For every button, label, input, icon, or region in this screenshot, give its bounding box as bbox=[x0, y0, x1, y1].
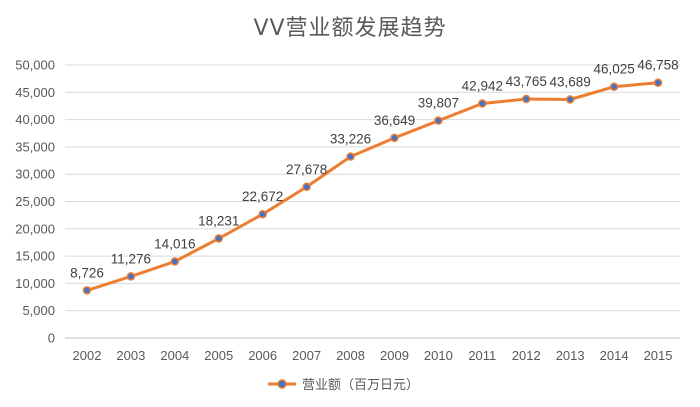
data-point bbox=[653, 78, 663, 87]
x-tick-label: 2012 bbox=[512, 348, 541, 363]
y-axis: 0 5,000 10,000 15,000 20,000 25,000 30,000 35,0… bbox=[15, 58, 55, 346]
x-tick-label: 2011 bbox=[468, 348, 496, 363]
x-tick-label: 2005 bbox=[204, 348, 233, 363]
x-tick-label: 2014 bbox=[600, 348, 629, 363]
y-tick-label: 5,000 bbox=[22, 303, 55, 318]
y-tick-label: 20,000 bbox=[15, 221, 55, 236]
x-tick-label: 2006 bbox=[248, 348, 277, 363]
x-tick-label: 2002 bbox=[73, 348, 102, 363]
data-point bbox=[522, 94, 531, 104]
y-tick-label: 30,000 bbox=[15, 167, 55, 182]
y-tick-label: 40,000 bbox=[15, 112, 55, 127]
legend-label: 营业额（百万日元） bbox=[302, 378, 419, 393]
data-point bbox=[565, 95, 575, 104]
data-label: 46,758 bbox=[637, 58, 678, 73]
series-line bbox=[85, 81, 660, 292]
data-label: 39,807 bbox=[418, 96, 459, 111]
y-tick-label: 50,000 bbox=[15, 58, 55, 73]
data-label: 33,226 bbox=[330, 132, 371, 147]
y-tick-label: 15,000 bbox=[15, 249, 55, 264]
legend-marker-swatch bbox=[277, 379, 287, 389]
x-tick-label: 2009 bbox=[380, 348, 409, 363]
data-labels: 8,726 11,27614,01618,23122,67227,67833,22… bbox=[70, 58, 679, 281]
series-group bbox=[82, 78, 663, 295]
gridlines bbox=[65, 64, 680, 339]
data-label: 18,231 bbox=[198, 213, 239, 228]
data-point bbox=[478, 99, 487, 108]
y-tick-label: 35,000 bbox=[15, 139, 55, 154]
data-label: 27,678 bbox=[286, 162, 327, 177]
data-label: 46,025 bbox=[593, 62, 634, 77]
data-point bbox=[390, 133, 399, 143]
x-tick-label: 2007 bbox=[292, 348, 321, 363]
data-point bbox=[82, 286, 92, 295]
chart-title: VV营业额发展趋势 bbox=[253, 16, 447, 41]
data-point bbox=[302, 182, 311, 192]
y-tick-label: 0 bbox=[48, 331, 55, 346]
data-label: 43,689 bbox=[550, 74, 591, 89]
data-point bbox=[214, 234, 223, 243]
data-point bbox=[609, 82, 619, 91]
data-point bbox=[434, 116, 443, 125]
data-label: 11,276 bbox=[111, 251, 151, 266]
y-tick-label: 45,000 bbox=[15, 85, 55, 100]
data-label: 14,016 bbox=[154, 236, 195, 251]
x-tick-label: 2004 bbox=[160, 348, 189, 363]
x-tick-label: 2013 bbox=[556, 348, 585, 363]
data-label: 43,765 bbox=[506, 74, 547, 89]
data-point bbox=[346, 152, 355, 161]
legend: 营业额（百万日元） bbox=[268, 378, 419, 393]
data-point bbox=[258, 209, 267, 219]
y-tick-label: 10,000 bbox=[15, 276, 55, 291]
data-label: 8,726 bbox=[70, 265, 104, 280]
x-tick-label: 2010 bbox=[424, 348, 453, 363]
data-point bbox=[126, 272, 136, 281]
x-tick-label: 2003 bbox=[116, 348, 145, 363]
y-tick-label: 25,000 bbox=[15, 194, 55, 209]
data-point bbox=[170, 257, 180, 266]
data-label: 22,672 bbox=[242, 189, 283, 204]
data-label: 36,649 bbox=[374, 113, 415, 128]
data-label: 42,942 bbox=[462, 79, 503, 94]
x-tick-label: 2008 bbox=[336, 348, 365, 363]
x-axis: 2002 2003 2004 2005 2006 2007 2008 2009 2010 2011… bbox=[73, 348, 673, 363]
x-tick-label: 2015 bbox=[644, 348, 673, 363]
